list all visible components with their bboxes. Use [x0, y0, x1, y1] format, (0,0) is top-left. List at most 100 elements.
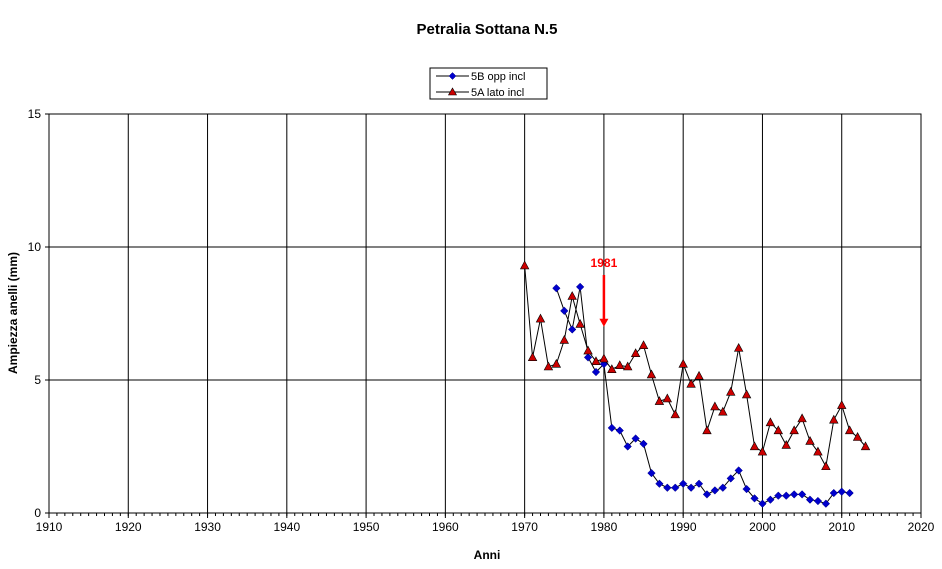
x-tick-label: 1980: [591, 520, 618, 534]
data-point-diamond: [575, 282, 585, 292]
data-point-triangle: [607, 364, 617, 373]
data-point-diamond: [552, 284, 561, 293]
data-point-triangle: [829, 414, 839, 424]
data-point-diamond: [623, 442, 632, 451]
data-point-diamond: [758, 499, 767, 508]
y-axis-label: Ampiezza anelli (mm): [6, 252, 20, 374]
x-tick-label: 1930: [194, 520, 221, 534]
data-point-triangle: [821, 461, 831, 471]
y-tick-label: 0: [34, 506, 41, 520]
data-point-triangle: [694, 370, 704, 380]
annotation-label: 1981: [591, 256, 618, 270]
data-point-diamond: [647, 468, 656, 478]
data-point-diamond: [845, 488, 854, 498]
y-tick-label: 10: [28, 240, 42, 254]
data-point-diamond: [797, 490, 807, 499]
x-tick-label: 1910: [36, 520, 63, 534]
data-point-triangle: [726, 386, 736, 396]
data-point-triangle: [781, 440, 791, 449]
legend-marker-triangle-icon: [447, 87, 458, 96]
data-point-diamond: [774, 491, 783, 500]
data-point-diamond: [568, 325, 577, 334]
data-point-triangle: [662, 393, 673, 403]
data-point-triangle: [646, 369, 657, 379]
data-point-diamond: [679, 479, 688, 488]
data-point-triangle: [575, 319, 585, 328]
x-tick-label: 1920: [115, 520, 142, 534]
data-point-triangle: [749, 441, 760, 451]
data-point-triangle: [654, 396, 665, 405]
data-point-triangle: [741, 389, 752, 399]
legend-marker-diamond-icon: [448, 72, 457, 80]
data-point-diamond: [710, 486, 720, 495]
x-tick-label: 1990: [670, 520, 697, 534]
x-tick-label: 2010: [828, 520, 855, 534]
data-point-diamond: [790, 490, 799, 499]
data-point-diamond: [694, 479, 704, 488]
data-point-diamond: [631, 434, 640, 443]
data-point-triangle: [718, 406, 728, 416]
data-point-diamond: [560, 306, 569, 315]
data-point-triangle: [678, 358, 688, 368]
data-point-diamond: [639, 439, 648, 448]
data-point-triangle: [844, 425, 855, 435]
data-point-triangle: [630, 348, 641, 357]
data-point-triangle: [797, 413, 807, 423]
series-line-2: [524, 265, 866, 468]
data-point-triangle: [638, 340, 649, 350]
data-point-diamond: [750, 494, 759, 503]
x-tick-label: 2000: [749, 520, 776, 534]
chart-title: Petralia Sottana N.5: [417, 21, 558, 38]
x-tick-label: 1970: [511, 520, 538, 534]
data-point-triangle: [535, 313, 546, 323]
data-point-diamond: [655, 479, 664, 488]
data-point-diamond: [782, 491, 791, 500]
data-point-triangle: [559, 334, 569, 344]
data-point-diamond: [813, 496, 823, 506]
x-tick-label: 1960: [432, 520, 459, 534]
data-point-diamond: [615, 426, 624, 435]
data-point-triangle: [813, 446, 823, 456]
data-point-triangle: [615, 360, 625, 369]
data-point-triangle: [686, 378, 696, 388]
data-point-diamond: [742, 484, 751, 494]
data-point-triangle: [765, 417, 776, 427]
data-point-triangle: [733, 342, 744, 352]
x-tick-label: 1940: [273, 520, 300, 534]
data-point-triangle: [702, 425, 712, 435]
data-point-triangle: [551, 358, 562, 368]
data-point-triangle: [591, 356, 601, 365]
plot-area: 1910 1920 1930 1940 1950 1960 1970 1980 1990 2000…: [28, 107, 935, 534]
data-point-triangle: [583, 345, 593, 355]
data-point-triangle: [805, 436, 815, 445]
x-axis-label: Anni: [474, 548, 501, 562]
data-point-triangle: [757, 446, 768, 456]
data-point-triangle: [567, 291, 577, 300]
legend-label-series-1: 5B opp incl: [471, 71, 525, 83]
data-point-triangle: [710, 401, 720, 411]
data-point-diamond: [829, 488, 838, 498]
y-tick-label: 5: [34, 373, 41, 387]
x-tick-label: 2020: [908, 520, 935, 534]
data-point-diamond: [671, 483, 680, 492]
data-point-triangle: [670, 409, 680, 419]
data-point-triangle: [852, 432, 863, 441]
legend-label-series-2: 5A lato incl: [471, 87, 524, 99]
data-point-diamond: [837, 487, 846, 496]
data-point-triangle: [519, 260, 530, 270]
annotation-arrow-head-icon: [599, 318, 609, 327]
data-point-triangle: [773, 425, 784, 435]
data-point-triangle: [543, 361, 554, 371]
data-point-diamond: [591, 367, 601, 377]
data-point-diamond: [821, 499, 831, 508]
data-point-diamond: [607, 423, 616, 433]
data-point-diamond: [718, 483, 727, 492]
data-point-diamond: [766, 495, 775, 504]
data-point-triangle: [527, 352, 538, 361]
data-point-diamond: [686, 483, 696, 492]
data-point-triangle: [789, 425, 799, 435]
data-point-diamond: [702, 490, 712, 499]
data-point-triangle: [837, 400, 847, 409]
data-point-triangle: [860, 441, 871, 451]
